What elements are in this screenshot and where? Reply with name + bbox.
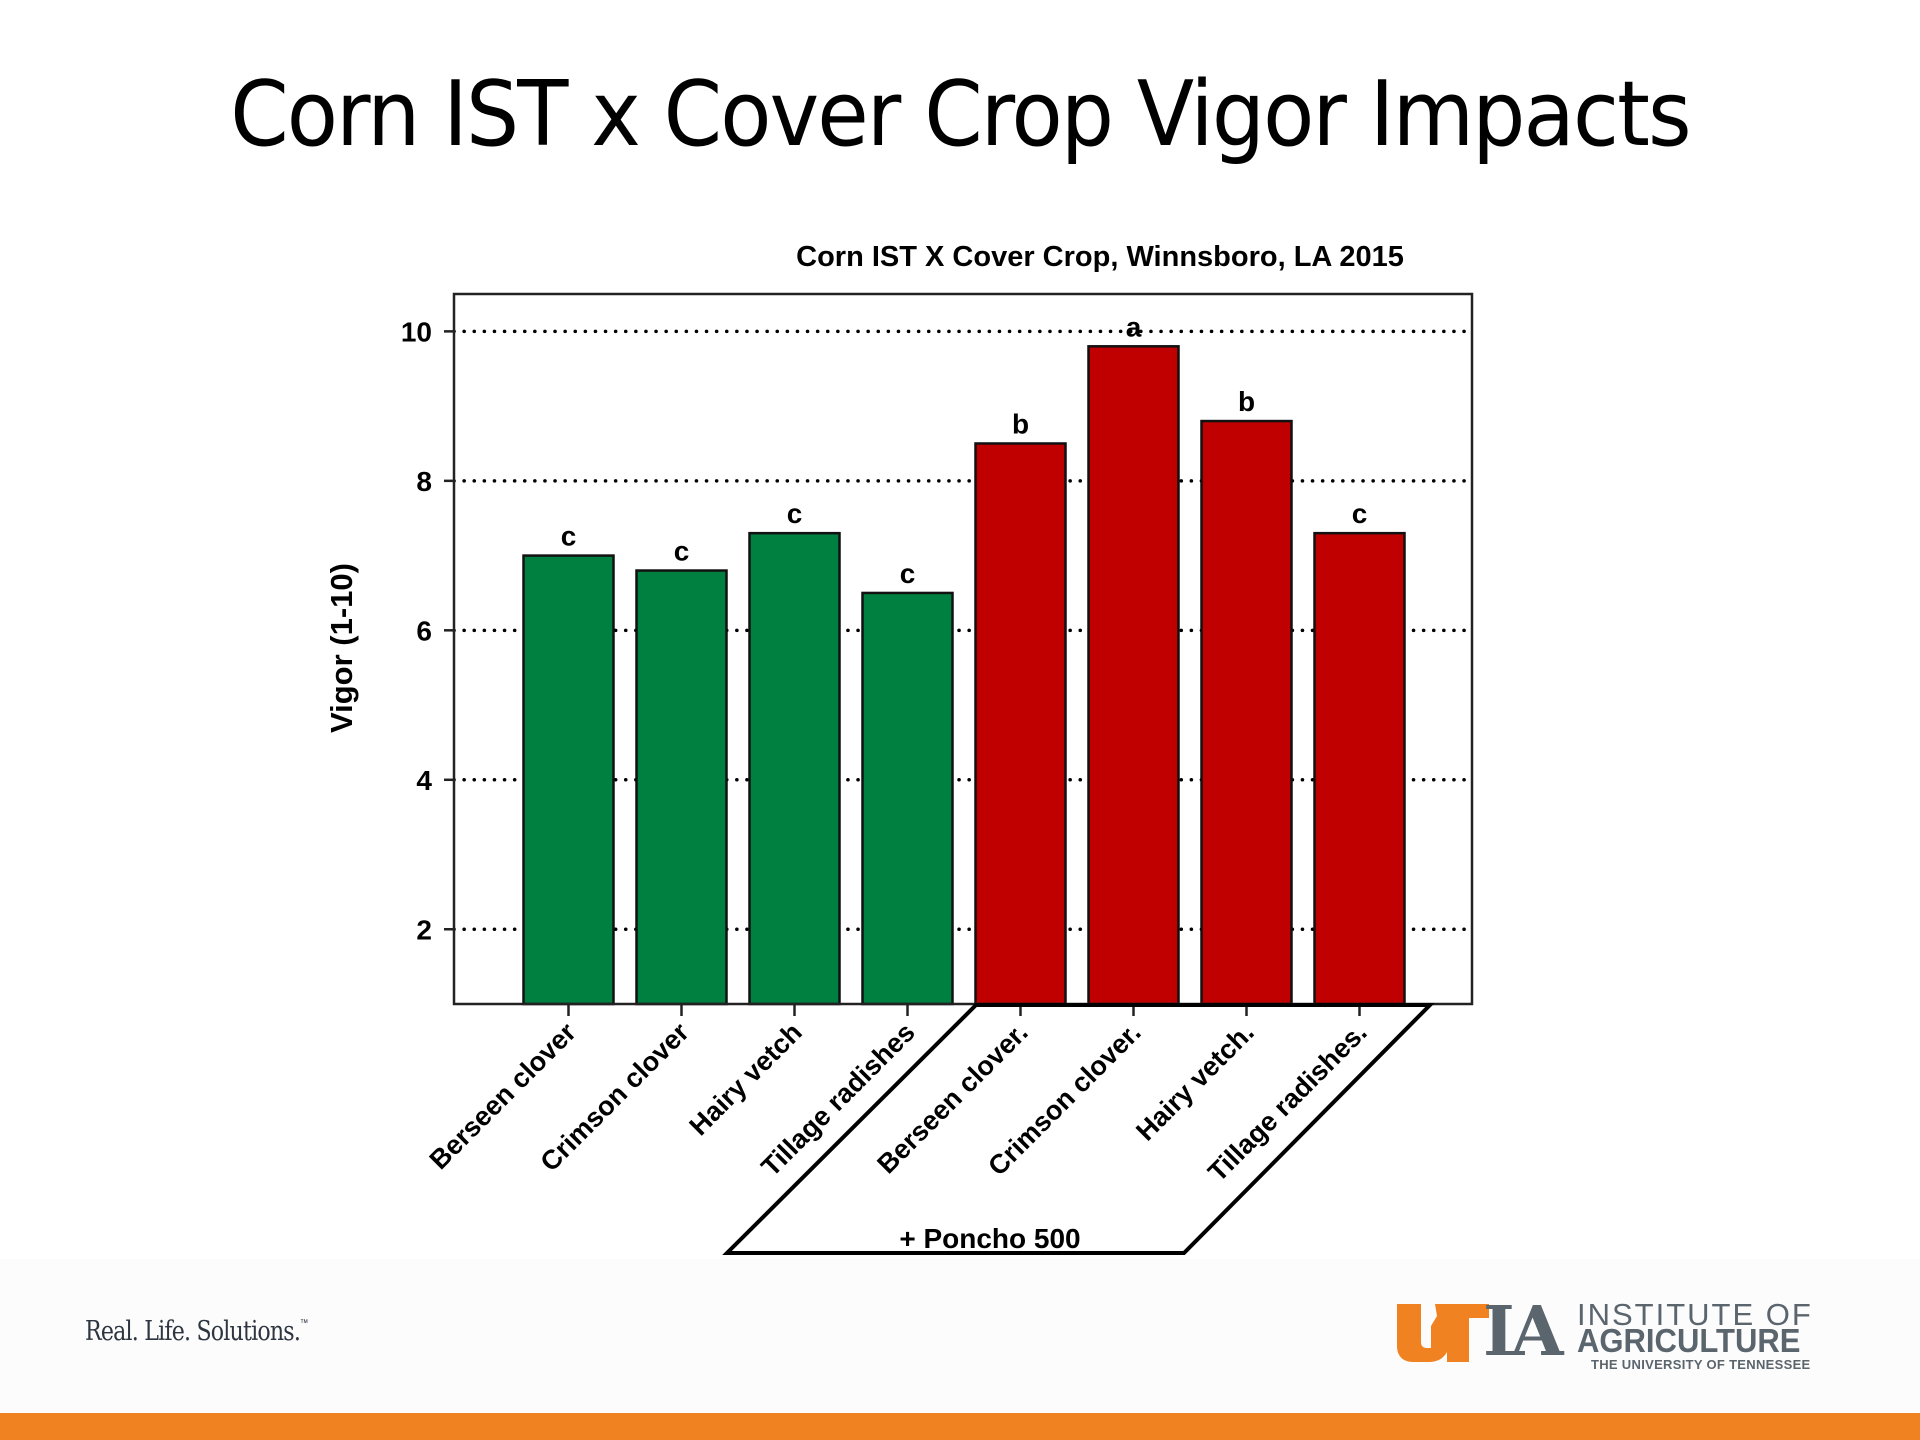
utia-logo: IA INSTITUTE OF AGRICULTURE THE UNIVERSI… xyxy=(1397,1298,1837,1374)
logo-institute-of: INSTITUTE OF xyxy=(1577,1297,1813,1332)
significance-letter: c xyxy=(1352,498,1368,529)
significance-letters: c c c c b a b c xyxy=(561,311,1368,589)
chart-title: Corn IST X Cover Crop, Winnsboro, LA 201… xyxy=(796,241,1404,273)
bar xyxy=(1313,531,1406,1006)
y-tick-label: 2 xyxy=(416,914,432,945)
significance-letter: b xyxy=(1012,408,1029,439)
trademark-mark: ™ xyxy=(300,1318,308,1329)
plot-frame xyxy=(452,292,1474,1006)
y-tick-label: 4 xyxy=(416,765,432,796)
x-tick-label: Hairy vetch xyxy=(684,1017,808,1141)
y-axis: 2 4 6 8 10 xyxy=(401,316,454,945)
ia-monogram: IA xyxy=(1483,1292,1564,1372)
footer-band xyxy=(0,1259,1920,1413)
y-tick-label: 6 xyxy=(416,615,432,646)
significance-letter: a xyxy=(1126,311,1142,342)
bar xyxy=(861,591,954,1006)
logo-agriculture: AGRICULTURE xyxy=(1577,1322,1801,1359)
bar xyxy=(522,554,615,1006)
significance-letter: c xyxy=(674,536,690,567)
significance-letter: c xyxy=(900,558,916,589)
significance-letter: c xyxy=(561,521,577,552)
ut-monogram-logo xyxy=(1397,1304,1489,1362)
bar xyxy=(974,442,1067,1006)
tagline: Real. Life. Solutions.™ xyxy=(85,1316,308,1347)
bar-chart: Corn IST X Cover Crop, Winnsboro, LA 201… xyxy=(324,241,1474,1255)
gridlines xyxy=(452,329,1474,932)
logo-university: THE UNIVERSITY OF TENNESSEE xyxy=(1591,1357,1811,1372)
bar xyxy=(1200,419,1293,1006)
poncho-group-label: + Poncho 500 xyxy=(899,1223,1080,1254)
tagline-text: Real. Life. Solutions. xyxy=(85,1316,301,1347)
y-axis-label: Vigor (1-10) xyxy=(324,563,359,733)
significance-letter: b xyxy=(1238,386,1255,417)
slide-title: Corn IST x Cover Crop Vigor Impacts xyxy=(230,62,1691,167)
y-tick-label: 10 xyxy=(401,316,432,347)
bars xyxy=(522,345,1406,1006)
bar xyxy=(748,531,841,1006)
y-tick-label: 8 xyxy=(416,466,432,497)
bar xyxy=(1087,345,1180,1006)
poncho-group-bracket xyxy=(722,1003,1435,1255)
significance-letter: c xyxy=(787,498,803,529)
orange-footer-bar xyxy=(0,1413,1920,1440)
bar xyxy=(635,569,728,1006)
